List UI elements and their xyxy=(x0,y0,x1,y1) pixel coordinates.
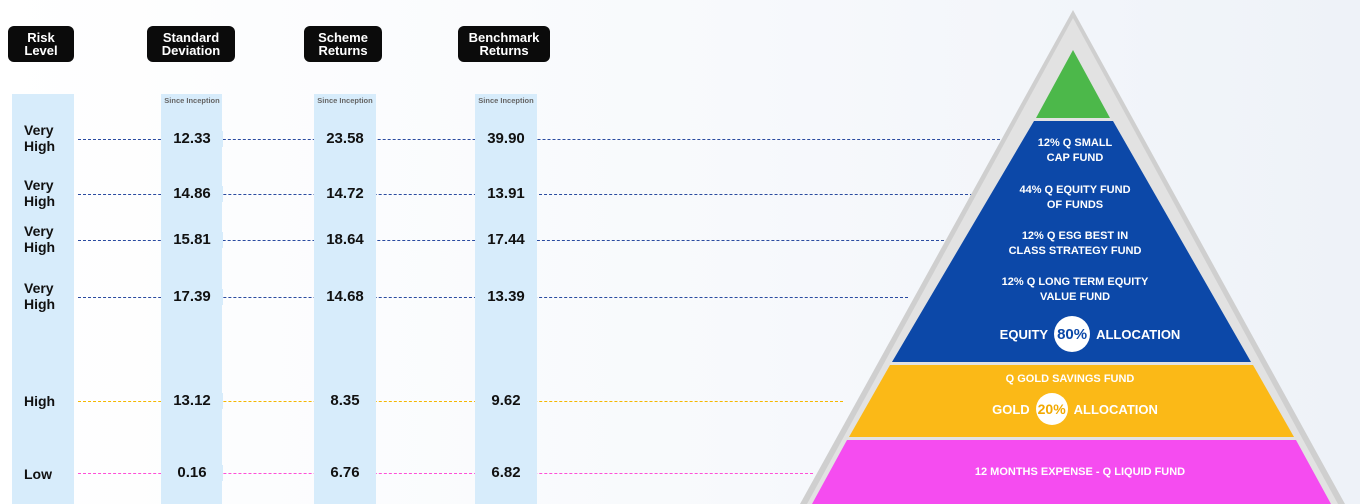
equity-fund-2: 44% Q EQUITY FUND OF FUNDS xyxy=(1019,184,1131,211)
equity-allocation: EQUITY 80% ALLOCATION xyxy=(960,316,1220,352)
equity-fund-4: 12% Q LONG TERM EQUITY VALUE FUND xyxy=(1001,276,1149,303)
risk-level-header: Risk Level xyxy=(8,26,74,62)
gold-percent-badge: 20% xyxy=(1035,393,1068,425)
table-row-2-scheme: 14.72 xyxy=(314,186,376,202)
table-row-1-std: 12.33 xyxy=(161,131,223,147)
table-row-1-bench: 39.90 xyxy=(475,131,537,147)
benchmark-returns-header: Benchmark Returns xyxy=(458,26,550,62)
table-row-5-scheme: 8.35 xyxy=(314,393,376,409)
table-row-5-bench: 9.62 xyxy=(475,393,537,409)
equity-fund-3: 12% Q ESG BEST IN CLASS STRATEGY FUND xyxy=(1008,230,1142,257)
gold-fund-label: Q GOLD SAVINGS FUND xyxy=(1005,373,1135,385)
liquid-fund-label: 12 MONTHS EXPENSE - Q LIQUID FUND xyxy=(974,466,1186,478)
table-row-6-bench: 6.82 xyxy=(475,465,537,481)
row-5-connector xyxy=(78,401,843,402)
pyramid-liquid-tier xyxy=(812,440,1331,504)
table-row-3-bench: 17.44 xyxy=(475,232,537,248)
table-row-4-scheme: 14.68 xyxy=(314,289,376,305)
table-row-1-scheme: 23.58 xyxy=(314,131,376,147)
pyramid-equity-tier xyxy=(892,121,1251,362)
scheme-since-inception: Since Inception xyxy=(317,96,373,105)
table-row-1-risk: Very High xyxy=(24,122,70,154)
pyramid-gold-tier xyxy=(849,365,1294,437)
row-6-connector xyxy=(78,473,813,474)
table-row-2-std: 14.86 xyxy=(161,186,223,202)
table-row-4-risk: Very High xyxy=(24,280,70,312)
table-row-2-risk: Very High xyxy=(24,177,70,209)
table-row-2-bench: 13.91 xyxy=(475,186,537,202)
table-row-3-std: 15.81 xyxy=(161,232,223,248)
table-row-3-risk: Very High xyxy=(24,223,70,255)
gold-allocation: GOLD 20% ALLOCATION xyxy=(960,393,1190,425)
table-row-6-scheme: 6.76 xyxy=(314,465,376,481)
table-row-3-scheme: 18.64 xyxy=(314,232,376,248)
scheme-returns-header: Scheme Returns xyxy=(304,26,382,62)
bench-since-inception: Since Inception xyxy=(478,96,534,105)
std-since-inception: Since Inception xyxy=(164,96,220,105)
pyramid-green-tier xyxy=(1036,50,1110,118)
equity-percent-badge: 80% xyxy=(1054,316,1091,352)
table-row-6-std: 0.16 xyxy=(161,465,223,481)
row-1-connector xyxy=(78,139,1010,140)
table-row-6-risk: Low xyxy=(24,466,70,482)
table-row-4-std: 17.39 xyxy=(161,289,223,305)
table-row-4-bench: 13.39 xyxy=(475,289,537,305)
table-row-5-std: 13.12 xyxy=(161,393,223,409)
table-row-5-risk: High xyxy=(24,393,70,409)
standard-deviation-header: Standard Deviation xyxy=(147,26,235,62)
equity-fund-1: 12% Q SMALL CAP FUND xyxy=(1037,137,1113,164)
